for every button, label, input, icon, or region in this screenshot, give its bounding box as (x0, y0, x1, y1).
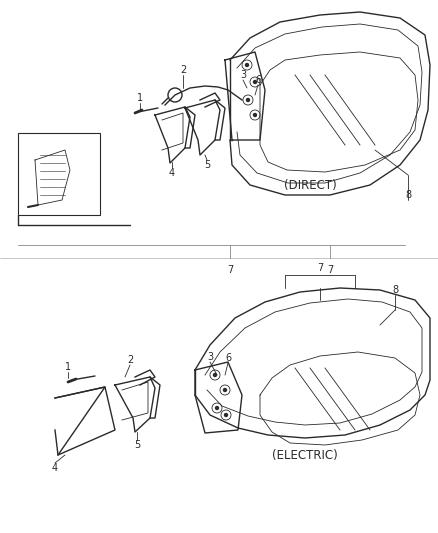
Text: 8: 8 (405, 190, 411, 200)
Text: (DIRECT): (DIRECT) (284, 179, 336, 191)
Circle shape (246, 63, 248, 67)
Text: 7: 7 (327, 265, 333, 275)
Text: 8: 8 (392, 285, 398, 295)
Text: 1: 1 (65, 362, 71, 372)
Circle shape (247, 99, 250, 101)
Text: 7: 7 (317, 263, 323, 273)
Text: 4: 4 (52, 463, 58, 473)
Text: 7: 7 (227, 265, 233, 275)
Text: 5: 5 (134, 440, 140, 450)
Bar (18, 133, 100, 215)
Circle shape (213, 374, 216, 376)
Circle shape (225, 414, 227, 416)
Text: 1: 1 (137, 93, 143, 103)
Circle shape (254, 80, 257, 84)
Circle shape (223, 389, 226, 392)
Text: 6: 6 (255, 75, 261, 85)
Text: 5: 5 (204, 160, 210, 170)
Text: 4: 4 (169, 168, 175, 178)
Text: 6: 6 (225, 353, 231, 363)
Text: 2: 2 (180, 65, 186, 75)
Circle shape (254, 114, 257, 117)
Text: 3: 3 (240, 70, 246, 80)
Circle shape (215, 407, 219, 409)
Text: (ELECTRIC): (ELECTRIC) (272, 448, 338, 462)
Text: 3: 3 (207, 352, 213, 362)
Text: 2: 2 (127, 355, 133, 365)
